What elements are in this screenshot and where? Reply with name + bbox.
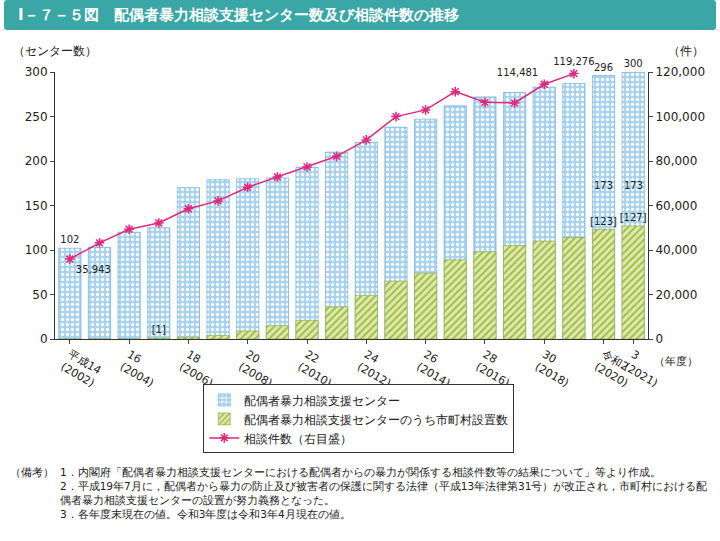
svg-text:（年度）: （年度） — [654, 355, 698, 368]
svg-text:16(2004): 16(2004) — [118, 348, 163, 390]
svg-text:20(2008): 20(2008) — [236, 348, 281, 390]
svg-text:114,481: 114,481 — [497, 67, 538, 78]
html-text:1．内閣府「配偶者暴力相談支援センターにおける配偶者からの暴: 1．内閣府「配偶者暴力相談支援センターにおける配偶者からの暴力が関係する相談件数… — [60, 466, 661, 478]
svg-text:[127]: [127] — [620, 212, 647, 223]
svg-text:配偶者暴力相談支援センター: 配偶者暴力相談支援センター — [244, 394, 400, 408]
svg-text:（件）: （件） — [668, 44, 704, 58]
svg-text:18(2006): 18(2006) — [177, 348, 222, 390]
svg-text:119,276: 119,276 — [553, 56, 594, 67]
svg-text:28(2016): 28(2016) — [474, 348, 519, 390]
svg-text:22(2010): 22(2010) — [296, 348, 341, 390]
svg-text:300: 300 — [624, 58, 643, 69]
svg-text:30(2018): 30(2018) — [533, 348, 578, 390]
svg-text:40,000: 40,000 — [655, 243, 697, 257]
svg-text:令和2(2020): 令和2(2020) — [592, 348, 637, 390]
svg-text:24(2012): 24(2012) — [355, 348, 400, 390]
svg-text:[1]: [1] — [152, 324, 166, 335]
svg-text:150: 150 — [25, 199, 48, 213]
svg-text:相談件数（右目盛）: 相談件数（右目盛） — [244, 432, 352, 446]
svg-text:（センター数）: （センター数） — [13, 44, 97, 58]
svg-text:173: 173 — [594, 180, 613, 191]
svg-text:20,000: 20,000 — [655, 288, 697, 302]
html-text:（備考）: （備考） — [10, 466, 54, 478]
svg-text:26(2014): 26(2014) — [414, 348, 459, 390]
html-text:2．平成19年7月に，配偶者から暴力の防止及び被害者の保護に: 2．平成19年7月に，配偶者から暴力の防止及び被害者の保護に関する法律（平成13… — [60, 480, 708, 506]
svg-text:0: 0 — [40, 332, 48, 346]
svg-text:296: 296 — [594, 62, 613, 73]
html-text:Ⅰ－７－５図 配偶者暴力相談支援センター数及び相談件数の推移: Ⅰ－７－５図 配偶者暴力相談支援センター数及び相談件数の推移 — [18, 6, 459, 24]
svg-text:60,000: 60,000 — [655, 199, 697, 213]
html-text:3．各年度末現在の値。令和3年度は令和3年4月現在の値。: 3．各年度末現在の値。令和3年度は令和3年4月現在の値。 — [60, 508, 351, 520]
svg-text:35,943: 35,943 — [76, 264, 111, 275]
svg-text:173: 173 — [624, 180, 643, 191]
svg-text:平成14(2002): 平成14(2002) — [58, 348, 103, 390]
svg-text:配偶者暴力相談支援センターのうち市町村設置数: 配偶者暴力相談支援センターのうち市町村設置数 — [244, 413, 508, 427]
svg-text:[123]: [123] — [590, 216, 617, 227]
svg-text:3(2021): 3(2021) — [622, 348, 667, 390]
svg-text:120,000: 120,000 — [655, 65, 705, 79]
svg-text:102: 102 — [60, 234, 79, 245]
svg-text:250: 250 — [25, 110, 48, 124]
svg-text:100: 100 — [25, 243, 48, 257]
svg-text:0: 0 — [655, 332, 663, 346]
svg-text:100,000: 100,000 — [655, 110, 705, 124]
svg-text:50: 50 — [32, 288, 47, 302]
svg-text:80,000: 80,000 — [655, 154, 697, 168]
svg-text:200: 200 — [25, 154, 48, 168]
svg-text:300: 300 — [25, 65, 48, 79]
